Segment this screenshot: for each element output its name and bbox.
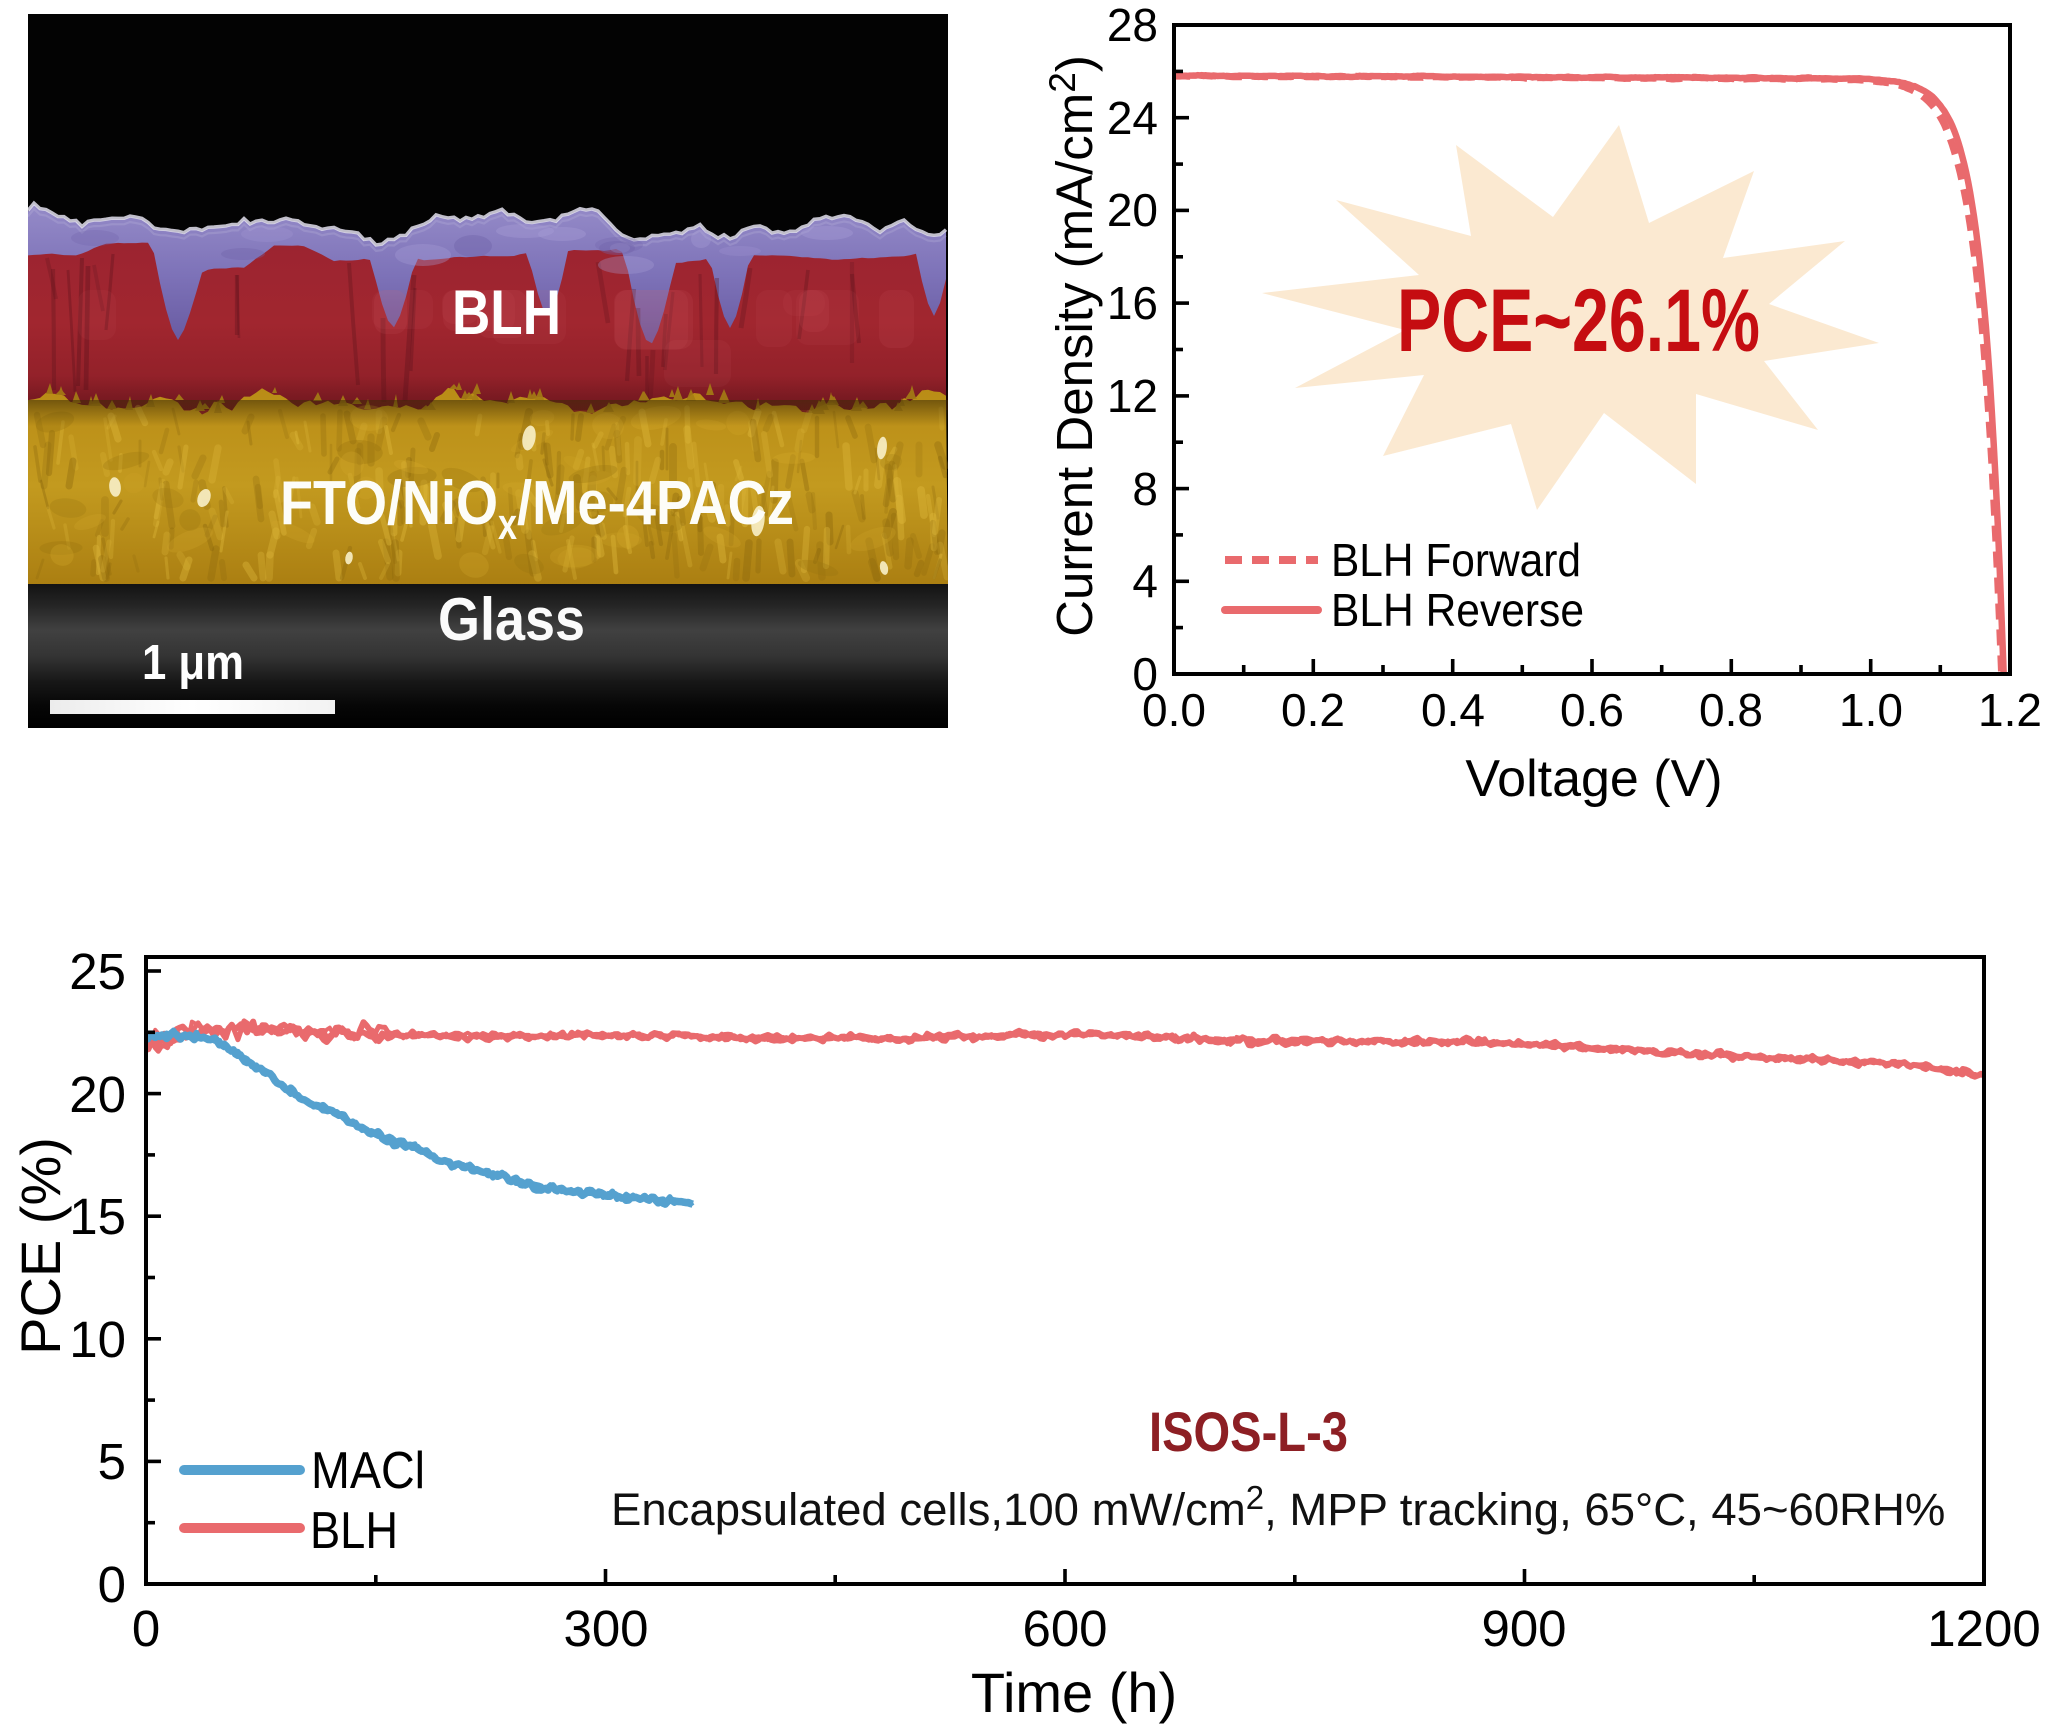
svg-text:PCE (%): PCE (%) — [9, 1137, 72, 1355]
svg-text:1200: 1200 — [1927, 1600, 2040, 1657]
svg-text:10: 10 — [69, 1311, 126, 1368]
svg-text:16: 16 — [1107, 277, 1158, 329]
svg-text:BLH Reverse: BLH Reverse — [1331, 584, 1584, 636]
svg-text:24: 24 — [1107, 92, 1158, 144]
svg-text:1.0: 1.0 — [1839, 684, 1903, 736]
svg-text:FTO/NiO: FTO/NiO — [280, 469, 498, 538]
svg-text:600: 600 — [1022, 1600, 1107, 1657]
svg-text:Time (h): Time (h) — [971, 1661, 1177, 1724]
svg-text:8: 8 — [1132, 463, 1158, 515]
svg-text:ISOS-L-3: ISOS-L-3 — [1149, 1400, 1348, 1463]
svg-text:28: 28 — [1107, 0, 1158, 51]
svg-text:Glass: Glass — [438, 586, 585, 653]
svg-text:MACl: MACl — [311, 1442, 425, 1500]
svg-text:12: 12 — [1107, 370, 1158, 422]
svg-text:x: x — [498, 500, 517, 549]
svg-text:25: 25 — [69, 943, 126, 1000]
svg-text:0: 0 — [98, 1556, 126, 1613]
svg-text:0.6: 0.6 — [1560, 684, 1624, 736]
svg-text:BLH Forward: BLH Forward — [1331, 534, 1581, 586]
svg-text:20: 20 — [1107, 184, 1158, 236]
svg-text:BLH: BLH — [452, 278, 561, 348]
svg-text:Current Density (mA/cm2): Current Density (mA/cm2) — [1042, 55, 1103, 637]
svg-text:/Me-4PACz: /Me-4PACz — [517, 469, 794, 538]
svg-text:0: 0 — [132, 1600, 160, 1657]
svg-text:BLH: BLH — [310, 1502, 398, 1560]
svg-text:0: 0 — [1132, 648, 1158, 700]
svg-text:5: 5 — [98, 1433, 126, 1490]
svg-text:20: 20 — [69, 1066, 126, 1123]
svg-text:Voltage (V): Voltage (V) — [1465, 750, 1722, 808]
svg-text:1 μm: 1 μm — [142, 636, 244, 690]
svg-text:PCE~26.1%: PCE~26.1% — [1397, 270, 1760, 370]
svg-text:4: 4 — [1132, 555, 1158, 607]
svg-text:15: 15 — [69, 1188, 126, 1245]
svg-text:0.8: 0.8 — [1699, 684, 1763, 736]
svg-text:0.0: 0.0 — [1142, 684, 1206, 736]
svg-text:300: 300 — [563, 1600, 648, 1657]
svg-text:1.2: 1.2 — [1978, 684, 2042, 736]
svg-text:Encapsulated cells,100 mW/cm2,: Encapsulated cells,100 mW/cm2, MPP track… — [611, 1479, 1945, 1535]
svg-text:900: 900 — [1481, 1600, 1566, 1657]
svg-text:0.4: 0.4 — [1421, 684, 1485, 736]
svg-text:0.2: 0.2 — [1281, 684, 1345, 736]
